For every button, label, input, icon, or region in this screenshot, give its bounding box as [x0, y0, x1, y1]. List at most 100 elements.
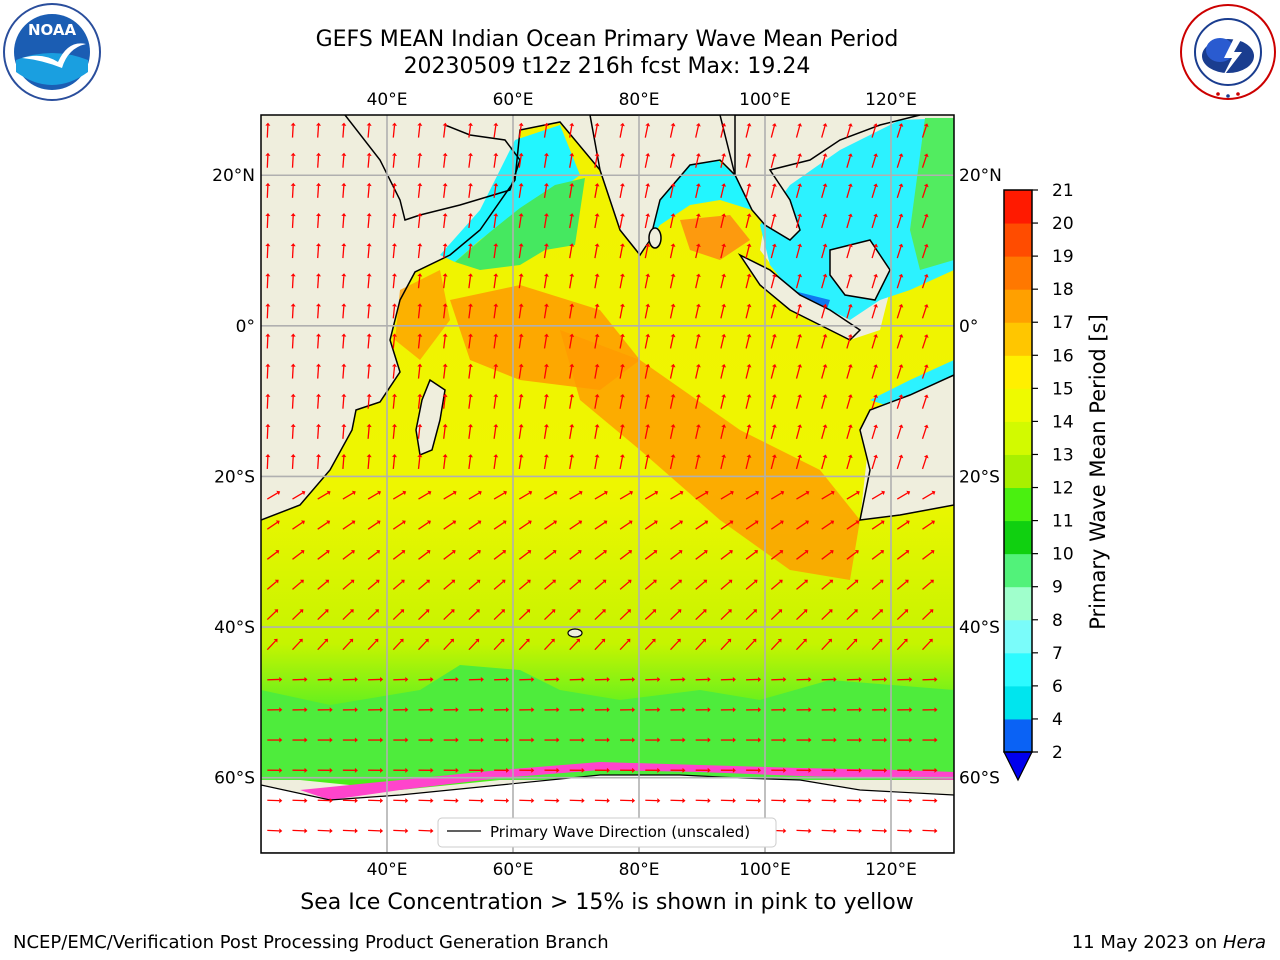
- wave-arrow: [795, 123, 803, 138]
- wave-arrow: [796, 798, 812, 804]
- wave-arrow: [493, 213, 499, 229]
- wave-arrow: [720, 243, 727, 259]
- wave-arrow: [922, 520, 935, 530]
- colorbar-tick-label: 13: [1052, 445, 1074, 465]
- lon-tick-bottom-label: 100°E: [739, 860, 791, 880]
- wave-arrow: [695, 243, 701, 259]
- wave-arrow: [871, 303, 879, 319]
- wave-arrow: [644, 550, 658, 560]
- wave-arrow: [316, 363, 322, 379]
- wave-arrow: [266, 550, 280, 560]
- wave-arrow: [443, 798, 459, 804]
- wave-arrow: [796, 550, 809, 560]
- wave-arrow: [821, 364, 828, 379]
- wave-arrow: [569, 767, 585, 773]
- wave-arrow: [317, 798, 333, 804]
- wave-arrow: [896, 304, 904, 319]
- wave-arrow: [518, 490, 533, 500]
- wave-arrow: [770, 579, 783, 590]
- colorbar-tick-label: 15: [1052, 379, 1074, 399]
- wave-direction-arrows: [265, 122, 938, 834]
- wave-arrow: [922, 737, 938, 743]
- wave-arrow: [391, 273, 397, 289]
- wave-arrow: [569, 122, 575, 138]
- credit-date: 11 May 2023 on: [1071, 932, 1223, 953]
- wave-arrow: [796, 707, 812, 713]
- wave-arrow: [695, 767, 711, 773]
- credit-right: 11 May 2023 on Hera: [1072, 932, 1266, 953]
- wave-arrow: [720, 550, 733, 560]
- wave-arrow: [770, 609, 783, 621]
- wave-arrow: [341, 393, 347, 409]
- wave-arrow: [494, 737, 510, 743]
- wave-arrow: [619, 152, 625, 168]
- wave-arrow: [771, 676, 787, 682]
- wave-arrow: [569, 737, 585, 743]
- wave-arrow: [821, 303, 828, 319]
- wave-arrow: [468, 550, 481, 560]
- wave-arrow: [594, 393, 600, 409]
- wave-arrow: [391, 243, 397, 259]
- wave-arrow: [846, 153, 853, 168]
- wave-arrow: [417, 454, 423, 470]
- wave-arrow: [770, 364, 777, 379]
- wave-arrow: [720, 273, 727, 289]
- wave-arrow: [669, 153, 676, 168]
- wave-arrow: [871, 334, 879, 349]
- wave-arrow: [846, 676, 862, 682]
- wave-arrow: [569, 490, 583, 500]
- wave-arrow: [317, 676, 333, 682]
- wave-arrow: [265, 212, 271, 228]
- wave-arrow: [669, 363, 676, 379]
- wave-arrow: [442, 363, 448, 379]
- nws-logo: [1180, 4, 1276, 100]
- wave-arrow: [846, 707, 862, 713]
- wave-arrow: [265, 363, 271, 379]
- wave-arrow: [265, 333, 271, 349]
- wave-arrow: [644, 183, 651, 198]
- wave-arrow: [341, 182, 347, 198]
- wave-arrow: [897, 707, 913, 713]
- wave-arrow: [669, 122, 676, 138]
- wave-arrow: [745, 183, 752, 198]
- wave-arrow: [265, 303, 271, 319]
- high-period-band: [560, 330, 860, 580]
- wave-arrow: [569, 273, 575, 289]
- wave-arrow: [443, 737, 459, 743]
- wave-arrow: [821, 123, 828, 138]
- wave-arrow: [644, 579, 657, 590]
- wave-arrow: [493, 520, 507, 530]
- wave-arrow: [594, 609, 606, 621]
- wave-arrow: [366, 333, 372, 349]
- wave-arrow: [418, 798, 434, 804]
- wave-arrow: [393, 707, 409, 713]
- wave-arrow: [896, 520, 910, 530]
- wave-arrow: [644, 243, 651, 259]
- wave-arrow: [442, 423, 448, 439]
- wave-arrow: [695, 153, 701, 168]
- wave-arrow: [796, 579, 808, 590]
- wave-arrow: [467, 454, 473, 470]
- wave-arrow: [821, 707, 837, 713]
- wave-arrow: [265, 182, 271, 198]
- wave-arrow: [594, 767, 610, 773]
- wave-arrow: [821, 550, 834, 560]
- wave-arrow: [619, 490, 633, 500]
- lat-tick-left-label: 0°: [236, 317, 255, 337]
- wave-arrow: [292, 828, 308, 834]
- wave-arrow: [467, 333, 473, 349]
- wave-arrow: [619, 303, 625, 319]
- wave-arrow: [494, 676, 510, 682]
- wave-arrow: [896, 638, 908, 651]
- wave-arrow: [720, 676, 736, 682]
- wave-arrow: [821, 490, 835, 500]
- wave-arrow: [846, 273, 853, 289]
- colorbar-tick-label: 21: [1052, 181, 1074, 201]
- wave-arrow: [467, 213, 473, 229]
- wave-arrow: [922, 767, 938, 773]
- colorbar-swatch: [1004, 685, 1032, 720]
- colorbar-tick-label: 10: [1052, 545, 1074, 565]
- wave-arrow: [619, 243, 625, 259]
- wave-arrow: [316, 453, 322, 469]
- wave-arrow: [720, 394, 727, 409]
